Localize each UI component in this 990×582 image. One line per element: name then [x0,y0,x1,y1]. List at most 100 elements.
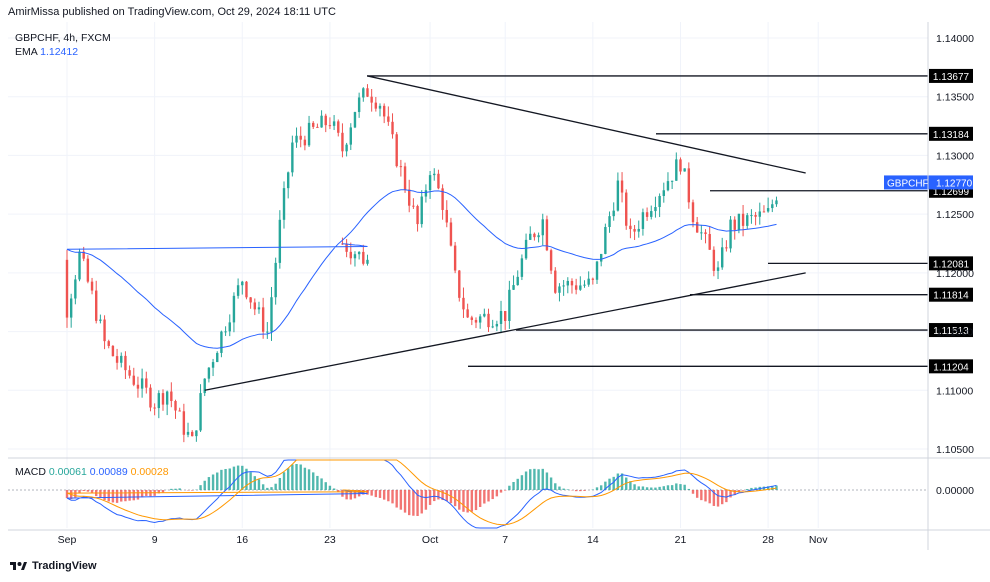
candle-body [520,258,524,277]
candle [299,126,302,148]
macd-histogram-bar [666,485,670,490]
candle-body [516,276,519,286]
candle [124,351,127,380]
candle-body [291,142,294,173]
macd-histogram-bar [74,490,77,498]
candle [512,275,515,291]
candle-body [278,219,282,263]
candle [320,110,323,128]
level-label-bg [929,256,973,271]
candle [612,202,615,221]
level-label: 1.13184 [933,130,970,141]
macd-histogram-bar [512,482,515,490]
macd-histogram-bar [203,480,206,490]
candle-body [161,393,165,405]
candle [245,280,248,300]
macd-histogram-bar [716,490,720,507]
candle-body [599,253,603,262]
candle [658,193,661,218]
brand-name: TradingView [32,560,97,572]
macd-histogram-bar [349,490,352,500]
macd-histogram-bar [599,485,603,490]
macd-tick-label: 0.00000 [936,485,974,497]
macd-histogram-bar [274,483,277,490]
macd-histogram-bar [608,478,611,490]
candle-body [316,126,319,128]
time-tick-label: 23 [324,534,336,546]
candle [466,303,469,318]
candle-body [391,121,394,135]
macd-histogram-bar [253,476,256,490]
candle [708,226,711,250]
level-label: 1.11513 [933,326,969,337]
candle [90,277,94,295]
macd-histogram-bar [378,490,382,498]
candle-body [433,173,436,176]
candle-body [587,278,590,285]
candle [604,223,607,255]
candle [591,277,595,285]
macd-histogram-bar [282,472,286,490]
candle [549,248,553,275]
macd-histogram-bar [428,490,432,505]
candle-body [349,251,352,259]
candle [704,229,707,244]
candle-body [591,278,595,280]
candle [633,224,636,240]
candle-body [641,212,645,229]
macd-histogram-bar [291,464,294,490]
ema-label: EMA [15,46,38,58]
macd-histogram-bar [374,490,378,498]
candle [629,218,632,239]
candle [583,280,586,288]
candle [170,382,173,408]
candle-body [750,215,753,217]
candle-body [541,219,544,236]
candle-body [637,228,640,232]
candle-body [366,88,369,97]
candle [599,253,603,267]
candle [721,237,724,270]
candle [579,276,582,291]
candle [391,113,394,139]
macd-histogram-bar [332,488,336,490]
candle-body [174,400,177,411]
candle-body [737,213,741,230]
macd-histogram-bar [399,490,403,510]
candle [537,232,540,243]
candle [382,103,386,124]
candles [65,84,778,443]
candle-body [604,227,607,254]
macd-histogram-bar [474,490,478,511]
macd-histogram-bar [554,483,557,490]
candle [207,367,211,383]
candle [483,308,486,318]
candle-body [107,341,110,346]
candle-body [704,232,707,235]
macd-histogram-bar [729,490,732,498]
candle [178,407,181,412]
candle [729,216,732,253]
time-tick-label: Nov [809,534,828,546]
macd-histogram-bar [433,490,436,502]
candle-body [362,251,365,264]
candle-body [412,205,415,207]
macd-histogram-bar [470,490,474,512]
macd-histogram-bar [207,477,211,490]
candle-body [312,122,315,127]
level-label-bg [929,323,973,338]
candle-body [700,232,703,234]
candle-body [203,378,206,394]
candle-body [441,188,444,210]
candle-body [145,378,148,388]
macd-histogram-bar [120,490,123,502]
macd-histogram-bar [508,485,511,490]
level-label-bg [929,359,973,374]
macd-histogram-bar [620,473,624,490]
candle-body [320,115,323,128]
macd-histogram-bar [99,490,102,498]
macd-histogram-bar [549,477,553,490]
price-badge-value: 1.12770 [936,178,973,189]
candle-body [224,331,227,333]
